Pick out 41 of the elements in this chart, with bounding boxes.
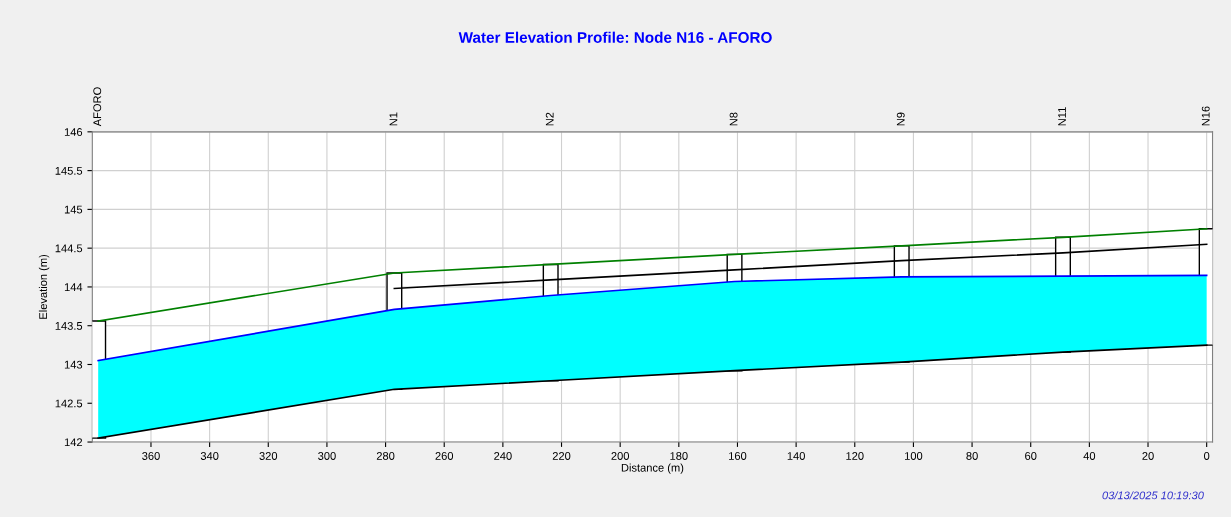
x-axis-title: Distance (m) [621,463,684,474]
x-tick-label: 20 [1142,452,1154,460]
x-tick-label: 320 [259,452,278,460]
x-tick-label: 260 [435,452,454,460]
x-tick-label: 240 [494,452,512,460]
text: 03/13/2025 10:19:30 [1102,491,1204,500]
y-tick-label: 143.5 [55,321,83,330]
x-tick-label: 0 [1204,452,1210,460]
y-tick-label: 142.5 [55,399,83,408]
text: N1 [389,112,398,126]
text: N8 [729,112,738,126]
y-axis-title: Elevation (m) [38,254,50,319]
x-tick-label: 340 [200,452,219,460]
chart-title: Water Elevation Profile: Node N16 - AFORO [458,31,772,43]
y-tick-label: 143 [64,360,83,369]
text: N9 [896,112,905,126]
x-tick-label: 280 [376,452,395,460]
x-tick-label: 100 [905,452,923,460]
y-tick-label: 146 [64,128,83,136]
line-series [97,227,1208,322]
x-tick-label: 120 [846,452,864,460]
x-tick-label: 180 [670,452,688,460]
text: N11 [1058,107,1066,126]
x-tick-label: 200 [611,452,630,460]
x-tick-label: 360 [142,452,160,460]
x-tick-label: 300 [318,452,336,460]
y-tick-label: 145.5 [55,166,83,175]
y-tick-label: 145 [64,205,83,214]
x-tick-label: 220 [552,452,571,460]
x-tick-label: 140 [787,452,805,460]
text: AFORO [93,87,102,127]
x-tick-label: 80 [966,452,978,460]
y-tick-label: 144 [64,283,83,291]
text: N16 [1201,106,1210,126]
y-tick-label: 144.5 [55,244,83,253]
line-series [97,274,1208,362]
y-tick-label: 142 [64,438,83,447]
x-tick-label: 40 [1083,452,1096,460]
x-tick-label: 60 [1025,452,1037,460]
text: N2 [545,112,554,126]
x-tick-label: 160 [729,452,747,460]
